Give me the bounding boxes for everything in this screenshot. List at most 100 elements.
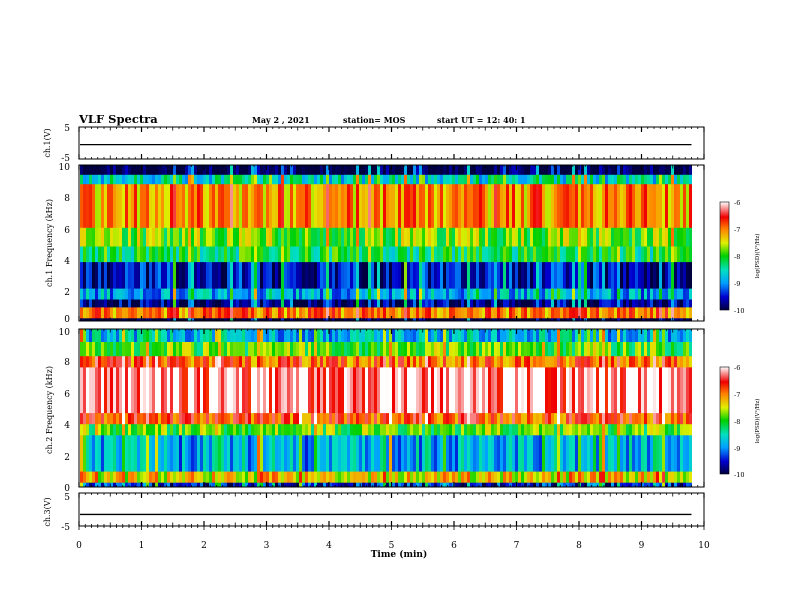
spectrogram-cell — [506, 246, 509, 263]
spectrogram-cell — [641, 165, 644, 175]
spectrogram-cell — [275, 412, 278, 425]
spectrogram-cell — [581, 482, 584, 488]
spectrogram-cell — [185, 246, 188, 263]
spectrogram-cell — [404, 174, 407, 185]
spectrogram-cell — [341, 412, 344, 425]
spectrogram-cell — [470, 183, 473, 228]
spectrogram-cell — [224, 174, 227, 185]
spectrogram-cell — [341, 299, 344, 308]
spectrogram-cell — [173, 246, 176, 263]
spectrogram-cell — [638, 261, 641, 289]
spectrogram-cell — [488, 307, 491, 319]
spectrogram-cell — [404, 341, 407, 357]
spectrogram-cell — [581, 423, 584, 436]
spectrogram-cell — [116, 341, 119, 357]
spectrogram-cell — [470, 317, 473, 322]
spectrogram-cell — [263, 307, 266, 319]
spectrogram-cell — [656, 165, 659, 175]
spectrogram-cell — [527, 299, 530, 308]
spectrogram-cell — [560, 174, 563, 185]
spectrogram-cell — [89, 412, 92, 425]
spectrogram-cell — [110, 165, 113, 175]
spectrogram-cell — [131, 412, 134, 425]
spectrogram-cell — [206, 299, 209, 308]
spectrogram-cell — [491, 183, 494, 228]
spectrogram-cell — [176, 307, 179, 319]
spectrogram-cell — [431, 482, 434, 488]
spectrogram-cell — [182, 317, 185, 322]
spectrogram-cell — [458, 434, 461, 472]
spectrogram-cell — [248, 471, 251, 483]
spectrogram-cell — [146, 299, 149, 308]
spectrogram-cell — [422, 174, 425, 185]
spectrogram-cell — [374, 261, 377, 289]
spectrogram-cell — [98, 183, 101, 228]
spectrogram-cell — [581, 227, 584, 247]
spectrogram-cell — [584, 246, 587, 263]
spectrogram-cell — [656, 183, 659, 228]
spectrogram-cell — [266, 329, 269, 342]
spectrogram-cell — [383, 329, 386, 342]
spectrogram-cell — [335, 165, 338, 175]
spectrogram-cell — [302, 227, 305, 247]
spectrogram-cell — [671, 165, 674, 175]
spectrogram-cell — [194, 341, 197, 357]
spectrogram-cell — [335, 355, 338, 368]
spectrogram-cell — [551, 423, 554, 436]
spectrogram-cell — [302, 299, 305, 308]
spectrogram-cell — [152, 329, 155, 342]
spectrogram-cell — [557, 299, 560, 308]
spectrogram-cell — [629, 329, 632, 342]
spectrogram-cell — [233, 183, 236, 228]
spectrogram-cell — [608, 183, 611, 228]
spectrogram-cell — [626, 341, 629, 357]
spectrogram-cell — [530, 174, 533, 185]
date-label: May 2 , 2021 — [252, 115, 310, 125]
spectrogram-cell — [542, 423, 545, 436]
spectrogram-cell — [164, 366, 167, 414]
spectrogram-cell — [194, 317, 197, 322]
spectrogram-cell — [305, 423, 308, 436]
spectrogram-cell — [671, 299, 674, 308]
spectrogram-cell — [392, 246, 395, 263]
spectrogram-cell — [293, 261, 296, 289]
spectrogram-cell — [170, 246, 173, 263]
spectrogram-cell — [332, 341, 335, 357]
spectrogram-cell — [254, 482, 257, 488]
spectrogram-cell — [476, 482, 479, 488]
spectrogram-cell — [557, 412, 560, 425]
spectrogram-cell — [665, 412, 668, 425]
spectrogram-cell — [179, 412, 182, 425]
spectrogram-cell — [434, 423, 437, 436]
spectrogram-cell — [260, 366, 263, 414]
spectrogram-cell — [341, 423, 344, 436]
spectrogram-cell — [467, 434, 470, 472]
spectrogram-cell — [506, 174, 509, 185]
spectrogram-cell — [467, 174, 470, 185]
spectrogram-cell — [137, 299, 140, 308]
spectrogram-cell — [446, 412, 449, 425]
spectrogram-cell — [110, 482, 113, 488]
spectrogram-cell — [215, 423, 218, 436]
spectrogram-cell — [566, 471, 569, 483]
spectrogram-cell — [686, 482, 689, 488]
spectrogram-cell — [524, 482, 527, 488]
spectrogram-cell — [95, 366, 98, 414]
spectrogram-cell — [557, 366, 560, 414]
spectrogram-cell — [80, 307, 83, 319]
spectrogram-cell — [629, 471, 632, 483]
spectrogram-cell — [461, 227, 464, 247]
spectrogram-cell — [179, 329, 182, 342]
spectrogram-cell — [590, 482, 593, 488]
spectrogram-cell — [152, 355, 155, 368]
spectrogram-cell — [197, 299, 200, 308]
spectrogram-cell — [599, 341, 602, 357]
spectrogram-cell — [116, 165, 119, 175]
spectrogram-cell — [107, 482, 110, 488]
spectrogram-cell — [479, 227, 482, 247]
spectrogram-cell — [245, 317, 248, 322]
spectrogram-cell — [353, 227, 356, 247]
spectrogram-cell — [641, 482, 644, 488]
spectrogram-cell — [371, 165, 374, 175]
spectrogram-cell — [104, 317, 107, 322]
